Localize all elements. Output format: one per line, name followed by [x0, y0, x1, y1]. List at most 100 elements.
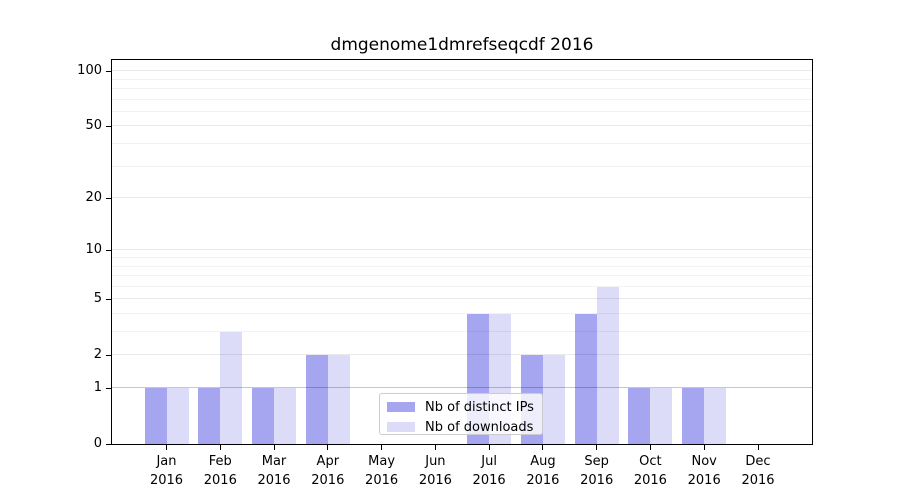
- x-label-month: Dec: [745, 454, 771, 469]
- x-tick-label: Oct 2016: [620, 452, 680, 490]
- gridline-minor: [112, 98, 812, 100]
- y-tick-label: 1: [93, 380, 102, 395]
- x-tick-label: Jan 2016: [137, 452, 197, 490]
- y-tick-label: 50: [85, 118, 102, 134]
- x-label-month: Oct: [639, 454, 662, 469]
- y-tick-label: 100: [77, 63, 102, 79]
- x-label-month: May: [368, 454, 396, 469]
- gridline-minor: [112, 265, 812, 267]
- x-tick-mark: [596, 445, 598, 450]
- x-label-year: 2016: [149, 473, 184, 488]
- gridline-minor: [112, 257, 812, 258]
- gridline-minor: [112, 285, 812, 287]
- gridline-baseline: [112, 387, 812, 388]
- bar-downloads: [327, 355, 350, 444]
- legend-item: Nb of distinct IPs: [387, 398, 542, 416]
- legend-item: Nb of downloads: [387, 418, 542, 436]
- bar-downloads: [166, 388, 189, 444]
- x-tick-label: Sep 2016: [567, 452, 627, 490]
- x-label-month: Feb: [208, 454, 232, 469]
- bar-distinct-ips: [198, 388, 221, 444]
- plot-area: [111, 59, 813, 445]
- legend-swatch-downloads: [387, 422, 415, 432]
- gridline-major: [112, 298, 812, 300]
- y-tick-label: 0: [93, 436, 102, 451]
- legend-label: Nb of downloads: [425, 419, 534, 435]
- y-tick-label: 2: [93, 347, 102, 363]
- gridline-minor: [112, 313, 812, 314]
- bar-distinct-ips: [252, 388, 274, 444]
- bar-distinct-ips: [305, 355, 328, 444]
- x-label-month: Aug: [530, 454, 556, 469]
- gridline-major: [112, 354, 812, 356]
- x-label-year: 2016: [633, 473, 667, 488]
- x-label-month: Jul: [481, 454, 497, 469]
- bar-distinct-ips: [628, 388, 651, 444]
- bar-distinct-ips: [682, 388, 705, 444]
- x-tick-label: May 2016: [352, 452, 412, 490]
- x-tick-mark: [757, 445, 759, 450]
- x-tick-mark: [381, 445, 383, 450]
- x-label-year: 2016: [311, 473, 345, 488]
- x-tick-label: Jun 2016: [405, 452, 465, 490]
- y-tick-label: 10: [85, 242, 102, 258]
- x-tick-label: Aug 2016: [513, 452, 573, 490]
- bar-downloads: [274, 388, 296, 444]
- bar-distinct-ips: [574, 314, 597, 444]
- gridline-minor: [112, 165, 812, 167]
- x-tick-mark: [542, 445, 544, 450]
- bar-downloads: [596, 286, 619, 444]
- x-label-year: 2016: [365, 473, 399, 488]
- x-label-month: Jun: [425, 454, 446, 469]
- y-tick-label: 5: [93, 291, 102, 307]
- chart-title: dmgenome1dmrefseqcdf 2016: [330, 35, 594, 55]
- x-tick-mark: [327, 445, 329, 450]
- x-label-month: Apr: [316, 454, 340, 469]
- x-label-year: 2016: [526, 473, 560, 488]
- gridline-major: [112, 197, 812, 199]
- x-tick-mark: [219, 445, 221, 450]
- y-tick-label: 20: [85, 190, 102, 206]
- bar-downloads: [542, 355, 565, 444]
- x-tick-label: Nov 2016: [674, 452, 734, 490]
- x-label-year: 2016: [203, 473, 237, 488]
- x-label-month: Mar: [261, 454, 287, 469]
- bar-downloads: [704, 388, 727, 444]
- legend: Nb of distinct IPs Nb of downloads: [379, 393, 543, 435]
- gridline-major: [112, 249, 812, 251]
- x-label-year: 2016: [257, 473, 291, 488]
- gridline-minor: [112, 331, 812, 332]
- x-tick-mark: [434, 445, 436, 450]
- bar-downloads: [220, 332, 243, 444]
- x-tick-label: Feb 2016: [190, 452, 250, 490]
- legend-label: Nb of distinct IPs: [425, 399, 534, 415]
- x-tick-mark: [488, 445, 490, 450]
- x-tick-label: Jul 2016: [459, 452, 519, 490]
- bar-downloads: [650, 388, 673, 444]
- x-label-year: 2016: [741, 473, 775, 488]
- gridline-minor: [112, 143, 812, 144]
- x-label-year: 2016: [580, 473, 614, 488]
- gridline-minor: [112, 78, 812, 80]
- gridline-major: [112, 125, 812, 127]
- gridline-major: [112, 70, 812, 72]
- x-tick-label: Mar 2016: [244, 452, 304, 490]
- x-label-year: 2016: [418, 473, 452, 488]
- x-label-month: Nov: [691, 454, 717, 469]
- bar-distinct-ips: [144, 388, 167, 444]
- x-tick-mark: [166, 445, 167, 450]
- x-tick-mark: [273, 445, 275, 450]
- gridline-minor: [112, 88, 812, 89]
- x-tick-label: Dec 2016: [728, 452, 788, 490]
- x-tick-label: Apr 2016: [298, 452, 358, 490]
- x-tick-mark: [649, 445, 651, 450]
- x-tick-mark: [703, 445, 705, 450]
- x-label-month: Sep: [584, 454, 609, 469]
- x-label-month: Jan: [156, 454, 177, 469]
- gridline-minor: [112, 275, 812, 276]
- x-label-year: 2016: [687, 473, 721, 488]
- gridline-minor: [112, 110, 812, 112]
- x-label-year: 2016: [472, 473, 506, 488]
- legend-swatch-distinct-ips: [387, 402, 415, 412]
